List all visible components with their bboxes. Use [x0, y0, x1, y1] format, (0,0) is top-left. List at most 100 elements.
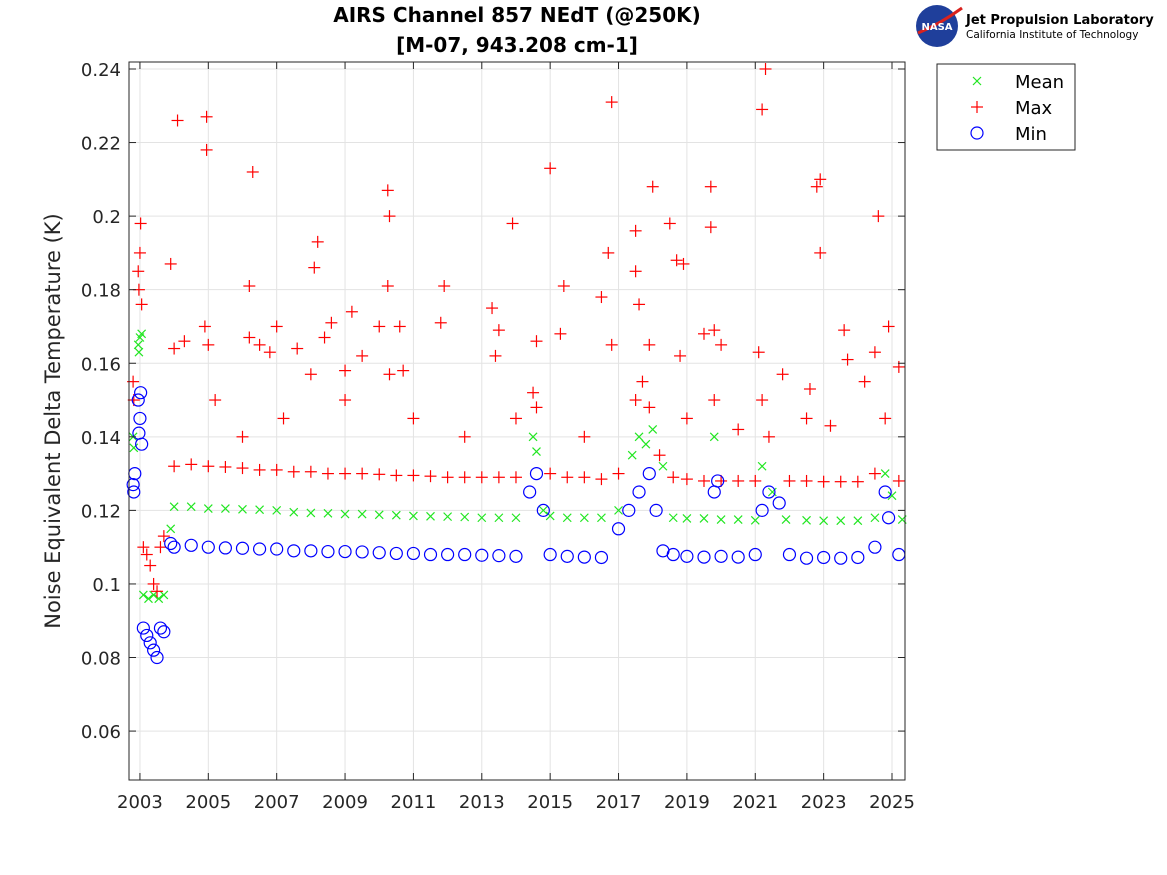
mean-point: [374, 510, 384, 520]
min-point: [287, 544, 301, 558]
mean-point: [614, 505, 623, 515]
min-point: [577, 550, 591, 564]
mean-point: [579, 513, 589, 523]
min-point: [834, 551, 848, 565]
max-point: [554, 327, 567, 340]
max-point: [715, 338, 728, 351]
min-point: [881, 511, 896, 525]
max-point: [756, 103, 769, 116]
max-point: [200, 143, 213, 156]
mean-point: [511, 513, 521, 523]
max-point: [677, 257, 690, 270]
max-point: [144, 559, 157, 572]
mean-point: [767, 487, 777, 497]
max-point: [680, 412, 693, 425]
max-point: [851, 475, 864, 488]
max-point: [243, 331, 256, 344]
mean-point: [203, 504, 213, 513]
max-point: [492, 324, 505, 337]
mean-point: [750, 515, 760, 525]
mean-point: [391, 510, 401, 520]
mean-point: [220, 504, 230, 513]
max-point: [492, 471, 505, 484]
min-point: [748, 547, 762, 562]
max-point: [749, 474, 762, 487]
max-point: [373, 320, 386, 333]
max-point: [697, 474, 710, 487]
mean-point: [186, 502, 196, 512]
x-tick-label: 2015: [527, 792, 573, 813]
max-point: [762, 430, 775, 443]
min-point: [611, 522, 626, 536]
logo-org: Jet Propulsion Laboratory: [965, 13, 1154, 28]
max-point: [643, 338, 656, 351]
max-point: [168, 342, 181, 355]
max-point: [308, 261, 321, 274]
max-point: [151, 585, 164, 598]
max-point: [629, 394, 642, 407]
mean-point: [426, 511, 435, 521]
max-point: [756, 394, 769, 407]
min-point: [128, 466, 142, 481]
legend: Mean Max Min: [936, 63, 1076, 151]
min-point: [153, 621, 168, 635]
max-point: [879, 412, 892, 425]
mean-point: [129, 443, 139, 453]
max-point: [544, 162, 557, 175]
min-point: [642, 466, 656, 481]
min-point: [218, 541, 233, 555]
min-point: [666, 547, 680, 562]
mean-point: [634, 432, 644, 442]
min-point: [731, 550, 745, 564]
series-min: [126, 386, 906, 665]
mean-point: [880, 469, 890, 479]
min-point: [126, 478, 140, 492]
max-point: [475, 471, 488, 484]
y-tick-label: 0.2: [92, 207, 121, 228]
max-point: [202, 460, 215, 473]
mean-point: [159, 590, 169, 600]
mean-point: [870, 513, 880, 523]
max-point: [732, 474, 745, 487]
legend-min-label: Min: [1015, 124, 1047, 145]
max-point: [708, 394, 721, 407]
data-marks: [126, 62, 907, 665]
legend-min-marker: [970, 126, 984, 140]
max-point: [325, 316, 338, 329]
x-tick-label: 2023: [801, 792, 847, 813]
max-point: [674, 349, 687, 362]
logo-sub: California Institute of Technology: [966, 29, 1138, 41]
min-point: [157, 625, 171, 639]
max-point: [697, 327, 710, 340]
max-point: [605, 96, 618, 109]
max-point: [814, 246, 827, 259]
max-point: [438, 280, 451, 293]
series-max: [127, 62, 905, 598]
max-point: [783, 474, 796, 487]
max-point: [236, 430, 249, 443]
max-point: [561, 471, 574, 484]
mean-point: [144, 594, 153, 604]
max-point: [810, 180, 823, 193]
max-point: [287, 465, 300, 478]
mean-point: [528, 432, 538, 442]
max-point: [680, 473, 693, 486]
max-point: [253, 463, 266, 476]
max-point: [838, 324, 851, 337]
min-point: [762, 485, 776, 499]
max-point: [509, 471, 522, 484]
mean-point: [545, 511, 555, 521]
x-tick-label: 2005: [185, 792, 231, 813]
mean-point: [460, 512, 470, 522]
min-point: [167, 540, 181, 554]
mean-point: [255, 505, 265, 515]
min-point: [140, 628, 154, 643]
mean-point: [532, 447, 541, 456]
max-point: [814, 173, 827, 186]
max-point: [147, 577, 160, 590]
mean-point: [133, 340, 143, 350]
mean-point: [658, 461, 668, 471]
min-point: [147, 643, 161, 657]
min-point: [632, 485, 646, 499]
y-tick-label: 0.06: [81, 722, 121, 743]
